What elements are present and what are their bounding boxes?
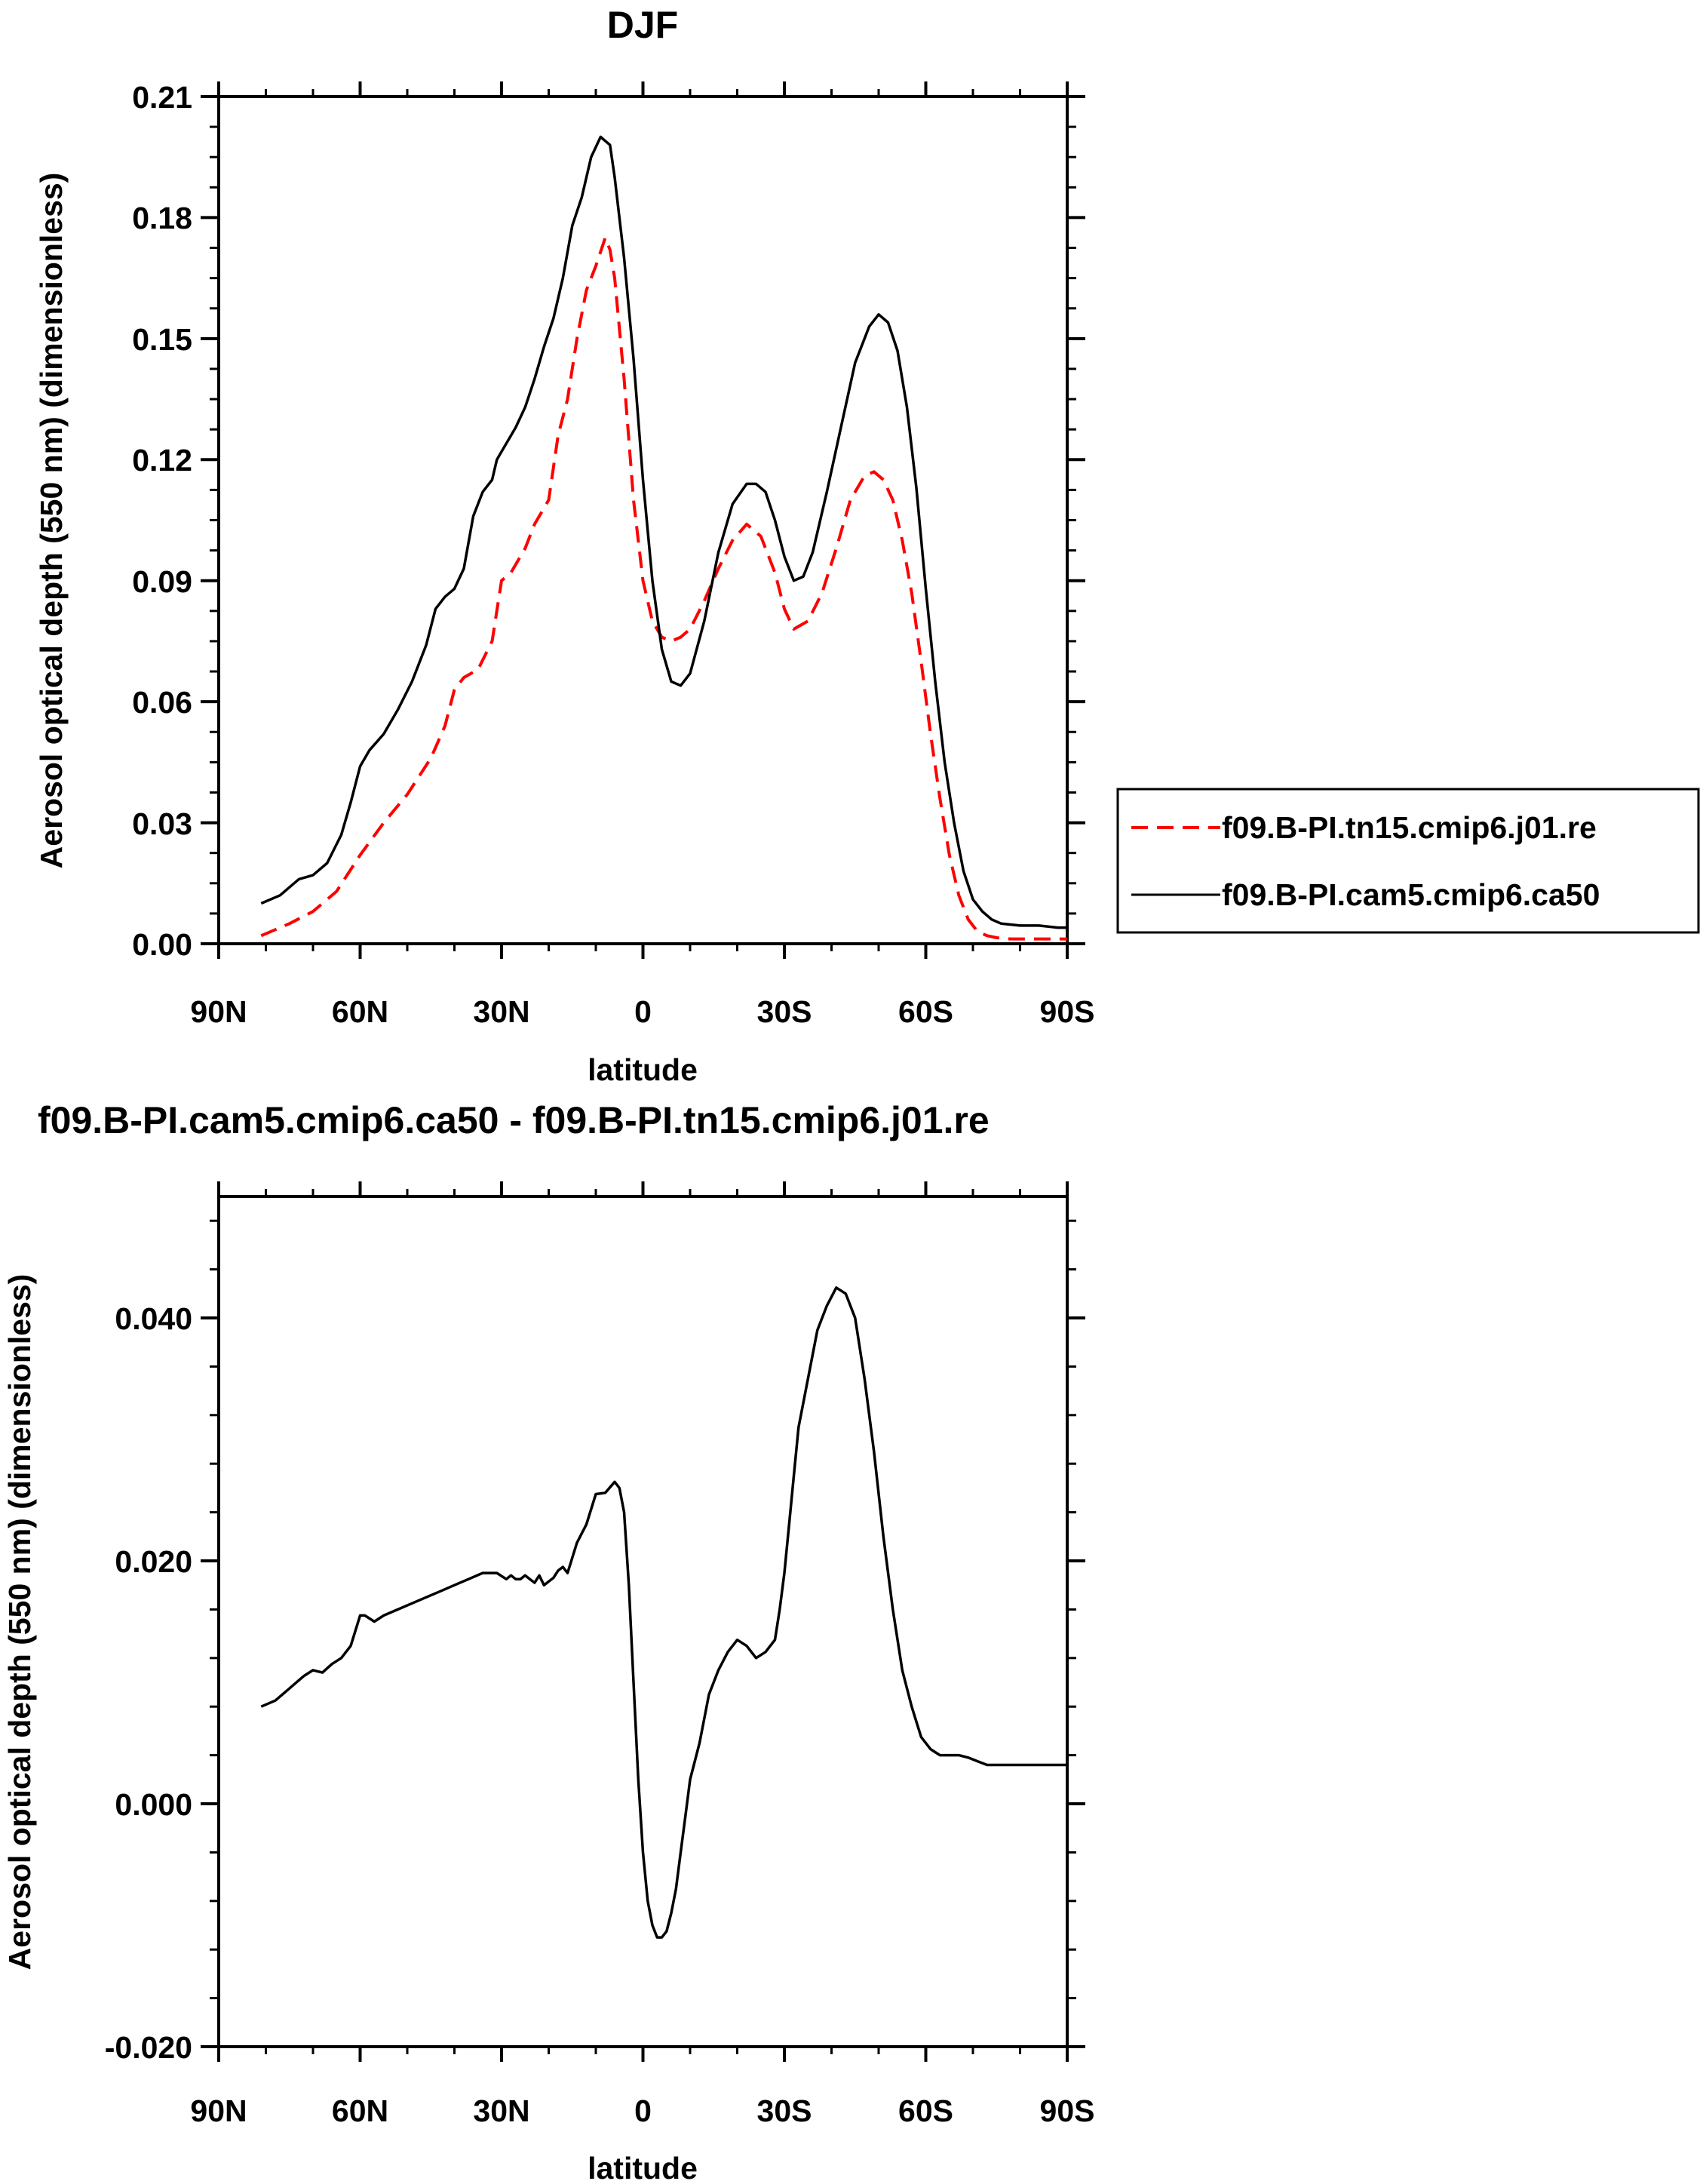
p2-x-axis-label: latitude	[588, 2151, 698, 2184]
p1-ytick-label: 0.21	[132, 80, 192, 115]
panel1-ticks	[201, 81, 1085, 959]
p2-ytick-label: -0.020	[105, 2030, 192, 2065]
p2-xtick-label: 60S	[898, 2093, 953, 2128]
p2-xtick-label: 30S	[757, 2093, 812, 2128]
p2-ytick-label: 0.040	[115, 1301, 192, 1336]
legend-box	[1116, 788, 1700, 934]
panel2-ticks	[201, 1181, 1085, 2062]
series-line-red-dashed	[260, 236, 1067, 941]
p1-xtick-label: 90N	[190, 994, 247, 1029]
legend-label: f09.B-PI.cam5.cmip6.ca50	[1222, 877, 1600, 912]
p2-xtick-label: 0	[634, 2093, 652, 2128]
p1-xtick-label: 0	[634, 994, 652, 1029]
panel2-series	[260, 1286, 1067, 1939]
p1-ytick-label: 0.18	[132, 201, 192, 235]
p1-xtick-label: 60N	[332, 994, 388, 1029]
series-line-black-solid	[260, 1286, 1067, 1939]
p2-y-axis-label: Aerosol optical depth (550 nm) (dimensio…	[2, 1274, 37, 1971]
p1-xtick-label: 30N	[473, 994, 529, 1029]
p1-ytick-label: 0.09	[132, 564, 192, 599]
panel-djf: DJF 90N 60N 30N 0 30S 60S 90S 0.00 0.03 …	[34, 4, 1700, 1087]
series-line-black-solid	[260, 135, 1067, 929]
legend: f09.B-PI.tn15.cmip6.j01.re f09.B-PI.cam5…	[1116, 788, 1700, 934]
p2-ytick-label: 0.020	[115, 1544, 192, 1579]
legend-label: f09.B-PI.tn15.cmip6.j01.re	[1222, 810, 1597, 845]
p1-xtick-label: 60S	[898, 994, 953, 1029]
p1-ytick-label: 0.06	[132, 685, 192, 720]
p1-ytick-label: 0.03	[132, 806, 192, 841]
p1-ytick-label: 0.00	[132, 927, 192, 962]
panel2-title: f09.B-PI.cam5.cmip6.ca50 - f09.B-PI.tn15…	[38, 1099, 990, 1141]
p2-xtick-label: 90S	[1040, 2093, 1095, 2128]
p2-xtick-label: 90N	[190, 2093, 247, 2128]
p1-ytick-label: 0.12	[132, 443, 192, 478]
panel1-series	[260, 135, 1067, 941]
p1-y-axis-label: Aerosol optical depth (550 nm) (dimensio…	[34, 173, 69, 869]
p1-xtick-label: 90S	[1040, 994, 1095, 1029]
panel1-title: DJF	[607, 4, 678, 46]
p2-ytick-label: 0.000	[115, 1787, 192, 1822]
p1-ytick-label: 0.15	[132, 322, 192, 357]
p2-xtick-label: 60N	[332, 2093, 388, 2128]
p1-xtick-label: 30S	[757, 994, 812, 1029]
p2-xtick-label: 30N	[473, 2093, 529, 2128]
panel-difference: f09.B-PI.cam5.cmip6.ca50 - f09.B-PI.tn15…	[2, 1099, 1094, 2184]
p1-x-axis-label: latitude	[588, 1052, 698, 1087]
panel2-plot-frame	[217, 1195, 1069, 2048]
